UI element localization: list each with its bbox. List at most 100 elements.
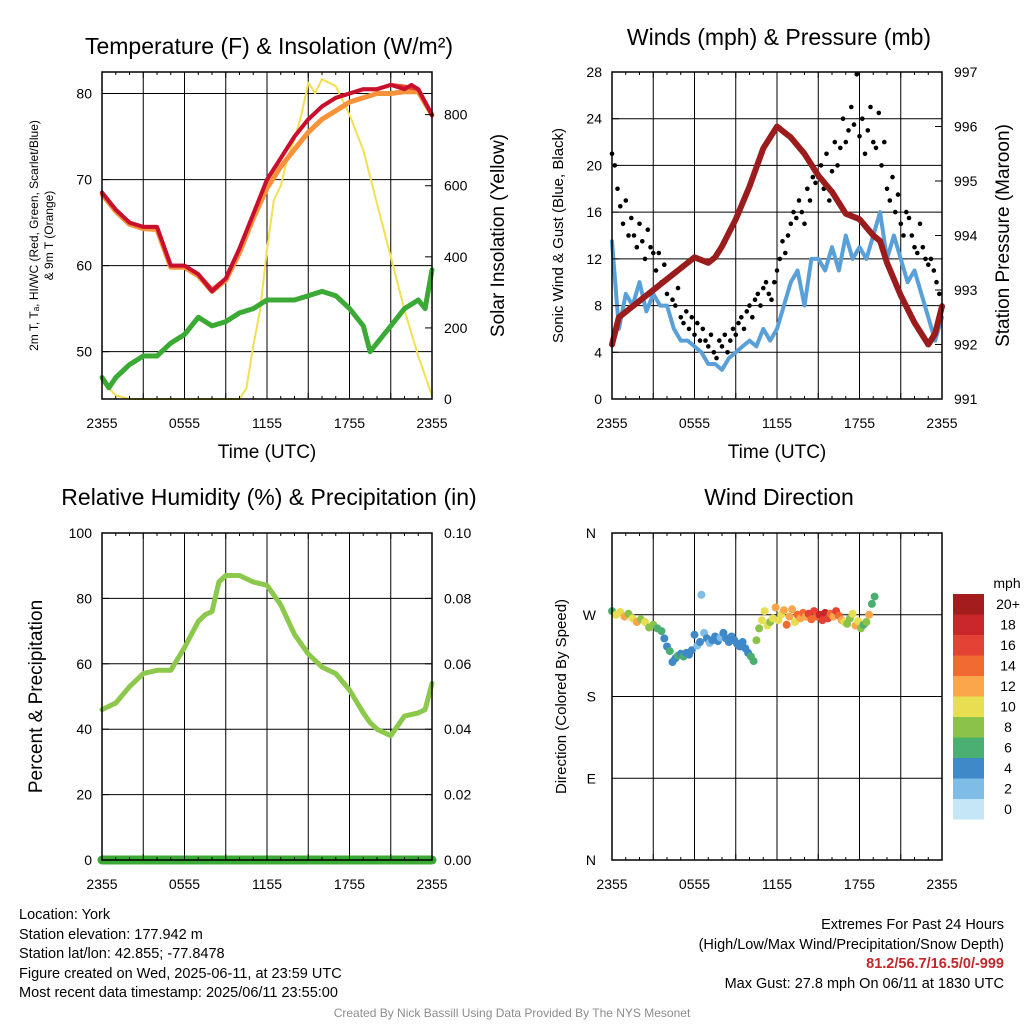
gust-point (810, 174, 816, 180)
extremes-values: 81.2/56.7/16.5/0/-999 (866, 956, 1004, 972)
x-tick-label: 1755 (844, 876, 875, 892)
gust-point (838, 145, 843, 151)
gust-point (689, 315, 695, 320)
x-tick-label: 2355 (596, 876, 627, 892)
wind-direction-point (870, 592, 879, 601)
y-tick-label: 100 (69, 525, 93, 541)
gust-point (744, 309, 750, 314)
y-tick-label: 800 (444, 107, 468, 123)
chart-title: Relative Humidity (%) & Precipitation (i… (61, 484, 476, 510)
gust-point (681, 320, 686, 326)
y-tick-label: 0.02 (444, 787, 471, 803)
gust-point (656, 250, 662, 256)
wind-direction-point (641, 618, 649, 626)
wind-direction-point (779, 606, 788, 615)
series-gust-points (609, 72, 945, 361)
gust-point (829, 169, 835, 174)
y-tick-label: 8 (594, 298, 602, 314)
colorbar-label: 18 (1000, 617, 1016, 633)
gust-point (717, 338, 722, 343)
colorbar-title: mph (993, 575, 1020, 591)
gust-point (799, 209, 805, 215)
gust-point (692, 332, 697, 338)
gust-point (629, 215, 634, 221)
gust-point (802, 221, 807, 227)
y-tick-label: 80 (76, 590, 92, 606)
y-tick-label: 28 (586, 64, 602, 80)
gust-point (706, 344, 711, 349)
x-tick-label: 0555 (169, 415, 200, 431)
gust-point (653, 268, 659, 273)
gust-point (846, 128, 851, 133)
gust-point (714, 355, 719, 361)
credit-text: Created By Nick Bassill Using Data Provi… (333, 1006, 691, 1020)
gust-point (648, 244, 653, 250)
y-tick-label: 0.04 (444, 721, 471, 737)
colorbar-label: 10 (1000, 699, 1016, 715)
gust-point (854, 72, 860, 77)
y-tick-label: 50 (76, 344, 92, 360)
colorbar-swatch (953, 799, 984, 820)
gust-point (673, 303, 678, 308)
gust-point (912, 244, 917, 250)
colorbar-label: 14 (1000, 658, 1016, 674)
gust-point (755, 291, 761, 297)
panel-4-grid (612, 533, 942, 860)
gust-point (794, 215, 799, 221)
chart-title: Wind Direction (704, 484, 854, 510)
y-tick-label: 80 (76, 86, 92, 102)
colorbar-label: 4 (1004, 760, 1012, 776)
gust-point (807, 198, 813, 203)
y-axis-label-line1: 2m T, Tₐ, HI/WC (Red, Green, Scarlet/Blu… (27, 120, 41, 351)
x-tick-label: 0555 (679, 876, 710, 892)
gust-point (840, 116, 846, 121)
wind-direction-point (738, 638, 747, 646)
gust-point (761, 285, 766, 291)
gust-point (849, 104, 854, 110)
y-axis-label: Percent & Precipitation (26, 600, 47, 793)
gust-point (901, 233, 906, 238)
gust-point (909, 233, 915, 238)
y-tick-label: N (586, 525, 596, 541)
series-relative-humidity (99, 573, 435, 739)
y-tick-label: 400 (444, 249, 468, 265)
y-tick-label: 995 (954, 173, 978, 189)
gust-point (741, 326, 747, 332)
y-tick-label: 0.06 (444, 656, 471, 672)
x-tick-label: 1155 (252, 876, 282, 892)
gust-point (857, 133, 862, 139)
y-tick-label: 991 (954, 391, 978, 407)
gust-point (868, 104, 873, 110)
gust-point (851, 122, 857, 127)
recent-data-text: Most recent data timestamp: 2025/06/11 2… (19, 985, 338, 1001)
y-tick-label: E (587, 770, 596, 786)
wind-direction-point (755, 624, 764, 633)
gust-point (695, 320, 700, 326)
gust-point (774, 268, 780, 273)
gust-point (887, 198, 893, 203)
gust-point (752, 297, 758, 303)
gust-point (898, 221, 904, 227)
gust-point (791, 209, 796, 215)
y-tick-label: 0 (84, 852, 92, 868)
gust-point (876, 110, 882, 116)
gust-point (722, 332, 728, 338)
max-gust-text: Max Gust: 27.8 mph On 06/11 at 1830 UTC (724, 975, 1004, 992)
gust-point (805, 186, 810, 192)
gust-point (730, 326, 736, 332)
y-tick-label: 200 (444, 320, 468, 336)
y-tick-label: 60 (76, 258, 92, 274)
wind-direction-point (752, 636, 761, 645)
gust-point (700, 326, 706, 332)
x-tick-label: 2355 (416, 415, 447, 431)
y-tick-label: 993 (954, 282, 978, 298)
gust-point (832, 139, 838, 145)
y-tick-label: 0 (594, 391, 602, 407)
wind-direction-point (848, 609, 857, 618)
gust-point (796, 198, 802, 203)
gust-point (788, 221, 794, 227)
y-tick-label: S (587, 689, 596, 705)
colorbar-label: 8 (1004, 719, 1012, 735)
wind-direction-point (760, 607, 769, 616)
